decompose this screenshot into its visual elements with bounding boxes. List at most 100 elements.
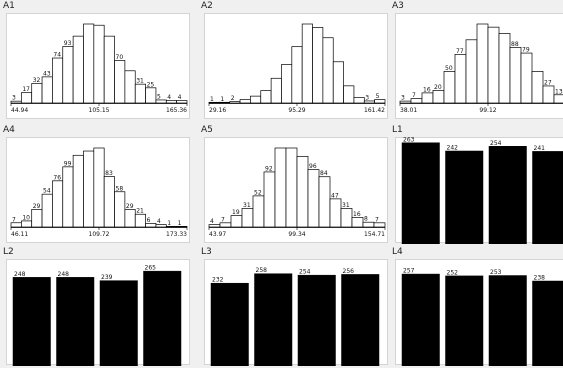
data-label: 242: [447, 144, 459, 151]
column-bar: [210, 282, 249, 366]
data-label: 248: [58, 271, 70, 278]
column-bar: [445, 275, 484, 366]
histogram-bar: [285, 147, 298, 228]
data-label: 1: [167, 220, 171, 227]
panel-title: A5: [201, 125, 213, 135]
data-label: 257: [403, 268, 415, 275]
data-label: 31: [136, 78, 144, 85]
histogram-bar: [41, 76, 53, 104]
histogram-bar: [10, 222, 22, 228]
histogram-bar: [270, 77, 282, 104]
histogram-bar: [103, 176, 115, 228]
column-chart-l4: 257 252 253 238: [401, 268, 563, 366]
data-label: 47: [331, 192, 339, 199]
histogram-bar: [454, 53, 467, 104]
histogram-bar: [362, 221, 375, 228]
column-bar: [401, 142, 440, 244]
histogram-bar: [351, 217, 364, 228]
column-bar: [401, 273, 440, 366]
histogram-bar: [72, 35, 84, 104]
column-bar: [12, 277, 51, 366]
tick-label: 173.33: [166, 231, 187, 238]
data-label: 7: [375, 216, 379, 223]
histogram-bar: [31, 209, 43, 228]
column-bar: [445, 150, 484, 244]
histogram-bar: [83, 150, 95, 228]
data-label: 7: [221, 216, 225, 223]
histogram-bar: [145, 222, 157, 228]
data-label: 241: [534, 145, 546, 152]
histogram-bar: [52, 180, 64, 228]
data-label: 3: [365, 94, 369, 101]
data-label: 84: [320, 170, 328, 177]
histogram-bar: [114, 60, 126, 104]
histogram-bar: [329, 198, 342, 228]
histogram-bar: [230, 215, 243, 228]
tick-label: 154.71: [364, 231, 385, 238]
column-bar: [297, 274, 336, 366]
histogram-bar: [103, 35, 115, 104]
histogram-bar: [145, 87, 157, 104]
data-label: 6: [147, 217, 151, 224]
tick-label: 43.97: [209, 231, 226, 238]
data-label: 3: [12, 95, 16, 102]
data-label: 2: [231, 95, 235, 102]
tick-label: 46.11: [11, 231, 28, 238]
column-bar: [56, 277, 95, 366]
histogram-bar: [124, 209, 136, 228]
histogram-bar: [176, 100, 188, 104]
panel-title: A3: [392, 1, 404, 11]
tick-label: 161.42: [364, 107, 385, 114]
panel-title: A2: [201, 1, 213, 11]
column-bar: [488, 146, 527, 244]
histogram-bar: [476, 23, 489, 104]
histogram-bar: [219, 222, 232, 228]
data-label: 3: [401, 95, 405, 102]
data-label: 1: [178, 220, 182, 227]
data-label: 32: [33, 77, 41, 84]
data-label: 52: [254, 189, 262, 196]
histogram-bar: [250, 95, 262, 104]
data-label: 16: [423, 86, 431, 93]
panel-l1: L1 263 242 254 241: [389, 124, 563, 244]
data-label: 29: [33, 203, 41, 210]
histogram-bar: [296, 156, 309, 228]
tick-label: 105.15: [89, 107, 110, 114]
data-label: 1: [220, 96, 224, 103]
data-label: 79: [522, 47, 530, 54]
histogram-bar: [531, 71, 544, 104]
data-label: 27: [544, 79, 552, 86]
panel-title: L1: [392, 125, 403, 135]
histogram-bar: [93, 24, 105, 104]
histogram-bar: [241, 208, 254, 228]
plot-area: 232 258 254 256: [204, 259, 388, 366]
column-chart-l1: 263 242 254 241: [401, 136, 563, 244]
histogram-bar: [509, 47, 522, 104]
column-bar: [488, 275, 527, 366]
plot-area: 257 252 253 238: [395, 259, 563, 366]
histogram-bar: [312, 27, 324, 104]
data-label: 25: [147, 81, 155, 88]
data-label: 265: [145, 265, 157, 272]
data-label: 43: [43, 70, 51, 77]
data-label: 258: [256, 267, 268, 274]
panel-a5: A5 4 7 19 31 52 92 96 84 47 31 16 8 7 43.97 99.34 154.7…: [198, 124, 390, 244]
data-label: 31: [342, 202, 350, 209]
histogram-bar: [252, 195, 265, 228]
histogram-bar: [263, 171, 276, 228]
plot-area: 7 10 29 54 76 99 83 58 29 21 6 4 1 1 46.11 109.72 173.33: [6, 137, 190, 243]
panel-title: L2: [3, 247, 14, 257]
plot-area: 248 248 239 265: [6, 259, 190, 366]
data-label: 70: [116, 54, 124, 61]
histogram-bar: [421, 92, 434, 104]
data-label: 253: [490, 269, 502, 276]
data-label: 232: [212, 277, 224, 284]
tick-label: 99.12: [479, 107, 496, 114]
column-chart-l3: 232 258 254 256: [210, 267, 380, 366]
histogram-bar: [62, 166, 74, 228]
column-bar: [143, 270, 182, 366]
